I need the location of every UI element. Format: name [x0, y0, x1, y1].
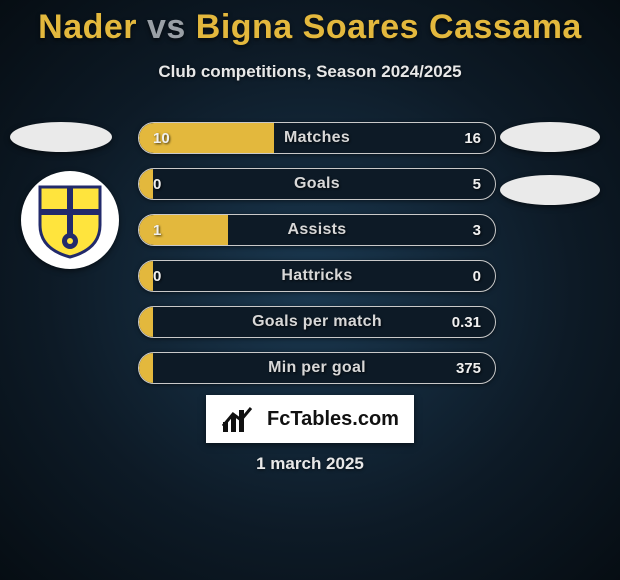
- stat-row: 375Min per goal: [138, 352, 496, 384]
- stat-label: Matches: [139, 123, 495, 153]
- stat-row: 00Hattricks: [138, 260, 496, 292]
- page-title: Nader vs Bigna Soares Cassama: [0, 8, 620, 47]
- stat-row: 1016Matches: [138, 122, 496, 154]
- club-badge: [21, 171, 119, 269]
- stat-label: Goals per match: [139, 307, 495, 337]
- stat-row: 13Assists: [138, 214, 496, 246]
- club-badge-icon: [34, 181, 106, 259]
- stat-label: Goals: [139, 169, 495, 199]
- player-right-avatar-1: [500, 122, 600, 152]
- date-label: 1 march 2025: [0, 454, 620, 474]
- brand-logo-box[interactable]: FcTables.com: [206, 395, 414, 443]
- stat-label: Min per goal: [139, 353, 495, 383]
- stat-label: Assists: [139, 215, 495, 245]
- title-right: Bigna Soares Cassama: [196, 8, 582, 46]
- stat-label: Hattricks: [139, 261, 495, 291]
- player-right-avatar-2: [500, 175, 600, 205]
- title-left: Nader: [38, 8, 137, 46]
- stat-row: 0.31Goals per match: [138, 306, 496, 338]
- player-left-avatar: [10, 122, 112, 152]
- stat-row: 05Goals: [138, 168, 496, 200]
- title-vs: vs: [147, 8, 186, 46]
- brand-name: FcTables.com: [267, 408, 399, 431]
- background: Nader vs Bigna Soares Cassama Club compe…: [0, 0, 620, 580]
- chart-icon: [221, 404, 261, 434]
- subtitle: Club competitions, Season 2024/2025: [0, 62, 620, 82]
